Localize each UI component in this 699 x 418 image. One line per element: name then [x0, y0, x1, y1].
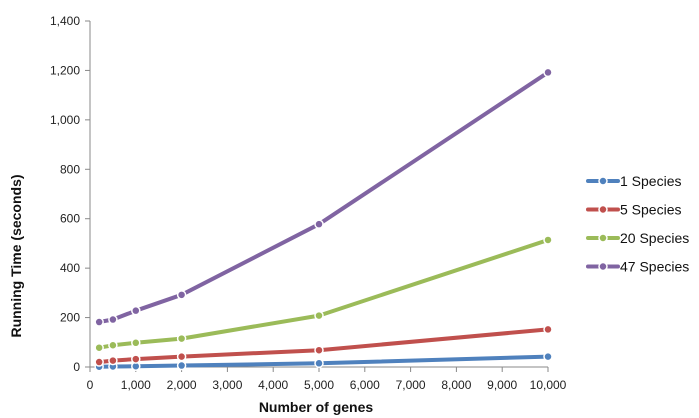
data-point: [543, 324, 553, 335]
legend-label: 1 Species: [620, 173, 681, 189]
data-point: [314, 310, 324, 321]
y-tick-label: 800: [60, 162, 80, 176]
legend-item: 47 Species: [586, 259, 689, 275]
legend-swatch-marker: [598, 176, 608, 186]
data-point: [94, 317, 104, 327]
data-point: [176, 360, 187, 371]
x-tick-label: 7,000: [396, 378, 426, 392]
data-point: [94, 342, 104, 353]
data-point: [94, 357, 104, 367]
x-tick-label: 8,000: [441, 378, 471, 392]
series-20-species: [94, 235, 553, 353]
x-tick-label: 10,000: [530, 378, 567, 392]
x-axis-title: Number of genes: [259, 399, 374, 415]
y-tick-label: 0: [73, 360, 80, 374]
series-lines: [94, 67, 553, 372]
data-point: [108, 314, 118, 325]
series-47-species: [94, 67, 553, 327]
x-axis: 0 1,000 2,000 3,000 4,000 5,000 6,000 7,000 8,00…: [87, 366, 567, 392]
legend-swatch-marker: [598, 261, 608, 272]
legend-label: 20 Species: [620, 230, 689, 246]
data-point: [314, 219, 324, 229]
series-line: [97, 70, 550, 324]
legend-swatch-marker: [598, 204, 608, 215]
legend-item: 20 Species: [586, 230, 689, 246]
data-point: [543, 67, 553, 78]
x-tick-label: 5,000: [304, 378, 334, 392]
series-1-species: [94, 351, 553, 372]
data-point: [131, 354, 141, 364]
x-tick-label: 9,000: [487, 378, 517, 392]
legend-label: 47 Species: [620, 259, 689, 275]
y-axis-title: Running Time (seconds): [8, 174, 24, 337]
x-tick-label: 6,000: [350, 378, 380, 392]
data-point: [108, 340, 118, 351]
data-point: [108, 355, 118, 366]
data-point: [131, 305, 141, 316]
x-tick-label: 2,000: [167, 378, 197, 392]
y-tick-label: 200: [60, 311, 80, 325]
x-tick-label: 4,000: [258, 378, 288, 392]
y-tick-label: 400: [60, 261, 80, 275]
data-point: [543, 235, 553, 245]
data-point: [543, 351, 553, 362]
legend: 1 Species 5 Species 20 Species 47 Species: [586, 173, 689, 275]
series-5-species: [94, 324, 553, 367]
y-tick-label: 1,000: [50, 113, 80, 127]
x-tick-label: 0: [87, 378, 94, 392]
legend-label: 5 Species: [620, 202, 681, 218]
y-tick-label: 1,200: [50, 63, 80, 77]
data-point: [314, 358, 324, 369]
data-point: [176, 351, 187, 362]
data-point: [176, 333, 187, 344]
x-tick-label: 1,000: [121, 378, 151, 392]
data-point: [176, 290, 187, 300]
x-tick-label: 3,000: [212, 378, 242, 392]
y-tick-label: 1,400: [50, 14, 80, 28]
data-point: [314, 345, 324, 355]
y-tick-label: 600: [60, 212, 80, 226]
legend-item: 5 Species: [586, 202, 681, 218]
series-line: [97, 238, 550, 350]
legend-swatch-marker: [598, 233, 608, 243]
data-point: [131, 338, 141, 348]
y-axis: 0 200 400 600 800 1,000 1,200 1,400: [50, 14, 91, 374]
legend-item: 1 Species: [586, 173, 681, 189]
